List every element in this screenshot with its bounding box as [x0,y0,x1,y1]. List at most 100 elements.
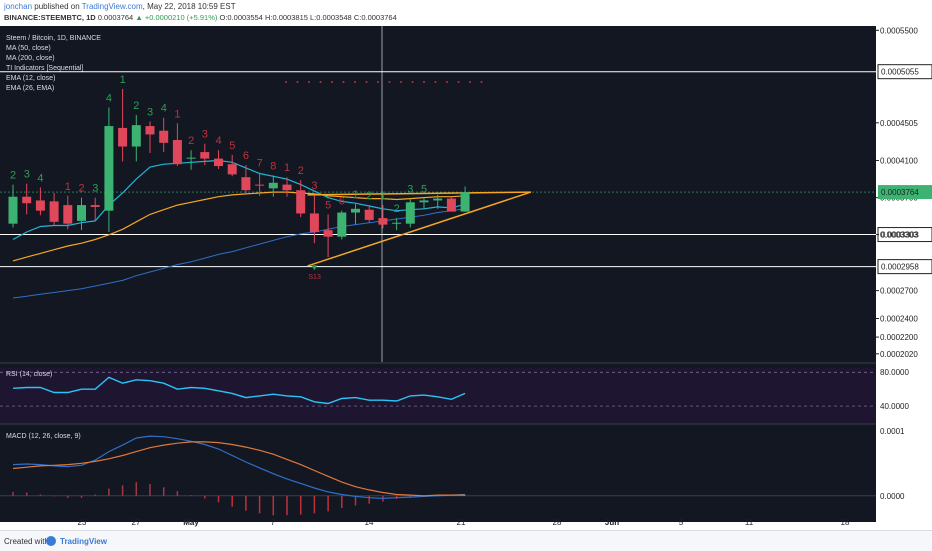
candle-body[interactable] [296,190,306,214]
candle-body[interactable] [172,140,182,165]
rsi-label[interactable]: RSI (14, close) [6,371,52,378]
footer: Created with TradingView [0,530,932,551]
candle-body[interactable] [268,182,278,189]
candle-body[interactable] [63,205,73,224]
open-value: O:0.0003554 [219,13,263,22]
td-count-label: 5 [421,184,427,196]
candle-body[interactable] [282,184,292,191]
price-tick-label: 0.0002200 [880,333,918,342]
legend-item-ma200[interactable]: MA (200, close) [6,55,55,62]
last-price-badge-label: 0.0003764 [881,188,919,197]
macd-signal-line[interactable] [12,441,466,497]
td-count-label: 3 [24,169,30,181]
low-value: L:0.0003548 [310,13,352,22]
level-price-label: 0.0002958 [881,263,919,272]
resistance-dot [400,81,402,83]
macd-label[interactable]: MACD (12, 26, close, 9) [6,433,81,440]
published-text: published on [34,2,80,11]
tradingview-logo-icon [46,536,56,546]
td-count-label: 4 [37,172,43,184]
td-count-label: 1 [284,162,290,174]
candle-body[interactable] [200,152,210,159]
resistance-dot [457,81,460,83]
td-count-label: 5 [229,140,235,152]
td-count-label: 4 [216,135,222,147]
ema26-line[interactable] [12,191,466,262]
triangle-lower-line[interactable] [307,191,532,267]
rsi-tick-label: 80.0000 [880,368,909,377]
legend-item-ema12[interactable]: EMA (12, close) [6,75,55,82]
site-link[interactable]: TradingView.com [81,2,143,11]
candle-body[interactable] [186,157,196,159]
td-count-label: 3 [311,180,317,192]
candle-body[interactable] [378,218,388,225]
candle-body[interactable] [392,222,402,224]
candle-body[interactable] [323,230,333,237]
macd-tick-label: 0.0000 [880,492,905,501]
author-link[interactable]: jonchan [4,2,33,11]
td-setup-label: S13 [308,274,321,281]
time-tick-label: 14 [365,518,374,527]
high-value: H:0.0003815 [264,13,308,22]
chart-background [0,26,876,522]
ma50-line[interactable] [12,208,466,299]
time-tick-label: 7 [271,518,276,527]
candle-body[interactable] [118,127,128,147]
candle-body[interactable] [241,177,251,191]
candle-body[interactable] [214,158,223,167]
td-count-label: 2 [10,170,16,182]
symbol-line: BINANCE:STEEMBTC, 1D 0.0003764 ▲ +0.0000… [4,13,397,22]
tradingview-brand-link[interactable]: TradingView [60,537,107,546]
candle-body[interactable] [104,126,114,211]
candle-body[interactable] [145,126,155,135]
candle-body[interactable] [49,201,59,222]
candle-body[interactable] [433,198,443,201]
time-tick-label: 11 [745,518,754,527]
td-count-label: 3 [147,106,153,118]
candle-body[interactable] [90,205,100,207]
price-tick-label: 0.0002020 [880,350,918,359]
legend-item-ma50[interactable]: MA (50, close) [6,45,51,52]
td-count-label: 1 [65,181,71,193]
macd-tick-label: 0.0001 [880,427,905,436]
resistance-dot [331,81,333,83]
ema12-line[interactable] [12,159,466,241]
candle-body[interactable] [337,212,347,237]
chart-header: jonchan published on TradingView.com, Ma… [0,0,932,26]
td-count-label: 3 [407,184,413,196]
price-change: ▲ +0.0000210 (+5.91%) [135,13,218,22]
resistance-dot [480,81,483,83]
candle-body[interactable] [159,130,169,143]
candle-body[interactable] [405,202,415,224]
td-count-label: 1 [174,108,180,120]
triangle-upper-line[interactable] [307,191,531,196]
resistance-dot [388,81,391,83]
price-tick-label: 0.0004505 [880,119,918,128]
candle-body[interactable] [8,196,18,224]
legend-item-ema26[interactable]: EMA (26, EMA) [6,85,54,92]
candle-body[interactable] [77,205,86,221]
time-tick-label: 27 [132,518,141,527]
level-price-label: 0.0005055 [881,68,919,77]
candle-body[interactable] [227,164,237,175]
candle-body[interactable] [460,192,470,212]
candle-body[interactable] [364,209,374,220]
candle-body[interactable] [351,208,360,213]
legend-item-sequential[interactable]: TI Indicators [Sequential] [6,65,83,72]
td-count-label: 2 [394,203,400,215]
td-count-label: 4 [106,92,112,104]
candle-body[interactable] [22,196,32,204]
resistance-dot [423,81,425,83]
candle-body[interactable] [446,198,456,212]
candle-body[interactable] [131,125,141,147]
price-tick-label: 0.0002400 [880,314,918,323]
td-setup-arrow-icon [311,265,318,271]
resistance-dot [411,81,414,83]
candle-body[interactable] [419,200,429,203]
td-count-label: 2 [79,183,85,195]
rsi-line[interactable] [12,376,466,405]
candle-body[interactable] [255,184,265,186]
candle-body[interactable] [309,213,319,233]
candle-body[interactable] [35,200,45,211]
